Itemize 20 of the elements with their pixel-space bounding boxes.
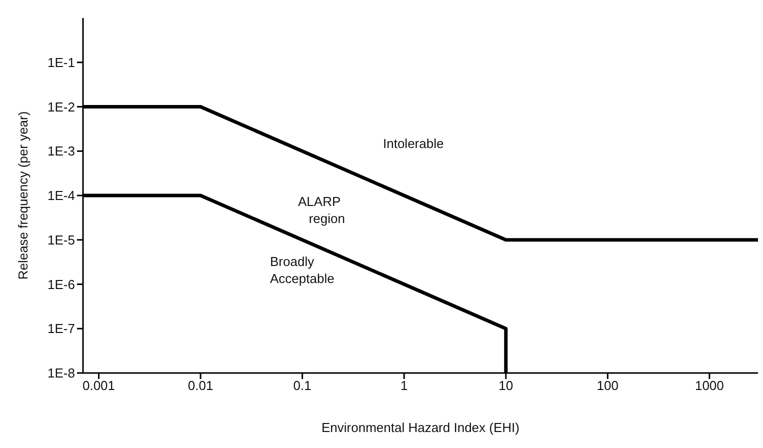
y-tick-label: 1E-6 xyxy=(48,276,75,292)
y-tick-label: 1E-8 xyxy=(48,366,75,381)
x-tick-label: 1000 xyxy=(694,378,724,394)
annotation: Broadly Acceptable xyxy=(270,254,334,286)
y-tick-label: 1E-3 xyxy=(48,144,75,159)
x-tick-label: 1 xyxy=(400,378,408,394)
y-tick-label: 1E-4 xyxy=(48,188,75,204)
x-axis-title: Environmental Hazard Index (EHI) xyxy=(322,420,520,436)
x-tick-label: 0.001 xyxy=(82,378,116,394)
y-axis-title: Release frequency (per year) xyxy=(16,111,31,280)
y-tick-label: 1E-5 xyxy=(48,232,75,248)
x-tick-label: 0.1 xyxy=(293,378,312,394)
y-tick-label: 1E-1 xyxy=(48,54,75,70)
annotation: ALARP region xyxy=(298,194,345,226)
y-tick-label: 1E-2 xyxy=(48,99,75,114)
x-tick-label: 100 xyxy=(596,378,619,394)
y-tick-label: 1E-7 xyxy=(48,321,75,336)
annotation: Intolerable xyxy=(383,136,444,151)
x-tick-label: 10 xyxy=(498,378,514,394)
x-tick-label: 0.01 xyxy=(188,378,214,394)
